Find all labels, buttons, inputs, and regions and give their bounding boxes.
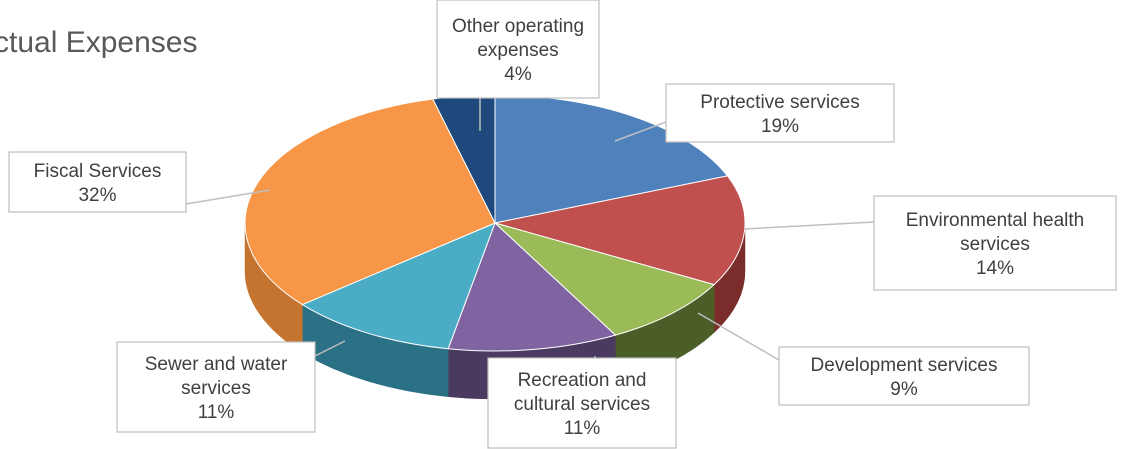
slice-percent: 32% [78,185,116,206]
slice-3 [447,222,617,352]
label-box [116,341,316,433]
slice-name: Other operating [452,16,584,37]
slice-name: Development services [811,355,998,376]
slice-percent: 19% [761,116,799,137]
slice-name: Environmental health [906,210,1085,231]
label-box [873,195,1117,291]
slice-name: Fiscal Services [34,161,162,182]
leader-line [314,340,346,357]
data-label-0: Protective services 19% [614,83,895,143]
data-label-1: Environmental health services 14% [743,195,1117,291]
label-box [778,346,1030,406]
data-label-4: Sewer and water services 11% [116,340,346,433]
slice-percent: 4% [504,64,532,85]
slice-name: expenses [477,40,558,61]
slice-4 [301,222,496,350]
slice-name: services [960,234,1030,255]
slice-2 [494,222,716,336]
data-label-5: Fiscal Services 32% [8,151,271,213]
data-label-2: Development services 9% [697,312,1030,406]
label-box [436,0,600,99]
slice-5 [244,98,496,306]
slice-percent: 11% [198,402,235,423]
leader-line [185,189,271,205]
label-box [8,151,187,213]
slice-percent: 9% [890,379,918,400]
data-label-6: Other operating expenses 4% [436,0,600,131]
label-box [665,83,895,143]
slice-percent: 14% [976,258,1014,279]
slice-name: services [181,378,251,399]
slice-1 [494,175,746,286]
pie-slices [244,94,746,352]
chart-title: ctual Expenses [0,26,197,59]
slice-percent: 11% [564,418,601,439]
label-box [487,357,677,449]
leader-line [743,221,875,230]
data-labels: Protective services 19% Environmental heal… [8,0,1117,449]
leader-line [614,121,667,142]
slice-name: Recreation and [518,370,647,391]
slice-name: cultural services [514,394,650,415]
leader-line [697,312,780,361]
slice-name: Protective services [700,92,859,113]
data-label-3: Recreation and cultural services 11% [487,356,677,449]
slice-name: Sewer and water [145,354,288,375]
